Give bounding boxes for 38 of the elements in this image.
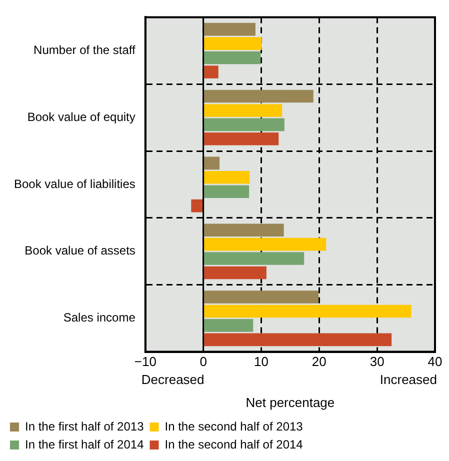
bar: [204, 118, 284, 132]
y-tick-label: Sales income: [63, 310, 136, 325]
legend-label: In the first half of 2013: [25, 419, 144, 434]
bar: [204, 22, 256, 36]
bar: [204, 266, 266, 280]
bar: [204, 104, 282, 117]
y-tick-label: Book value of equity: [27, 110, 136, 124]
text: Increased: [380, 372, 437, 387]
y-tick-label: Book value of liabilities: [14, 176, 136, 191]
bar: [204, 304, 412, 318]
x-tick-label: 0: [200, 354, 207, 370]
bar: [204, 224, 284, 236]
bar: [204, 290, 319, 304]
x-tick-label: 10: [254, 354, 268, 370]
bar: [204, 333, 392, 346]
bar: [204, 37, 262, 50]
bar: [204, 170, 250, 184]
bar: [204, 156, 220, 170]
bar: [204, 132, 279, 146]
x-axis-title: Net percentage: [246, 394, 335, 410]
legend-label: In the second half of 2014: [164, 437, 304, 452]
y-tick-label: Book value of assets: [24, 244, 136, 258]
x-tick-label: 40: [428, 354, 442, 370]
legend-label: In the first half of 2014: [25, 437, 144, 452]
x-tick-label: 20: [312, 354, 326, 370]
x-tick-label: −10: [134, 354, 156, 370]
text: Decreased: [141, 372, 204, 387]
bar: [204, 252, 304, 265]
bar: [204, 90, 314, 103]
legend-label: In the second half of 2013: [164, 419, 304, 434]
bar: [204, 238, 326, 251]
bar: [204, 51, 261, 64]
bar: [191, 199, 203, 212]
bar: [204, 319, 254, 332]
x-tick-label: 30: [370, 354, 384, 370]
y-tick-label: Number of the staff: [34, 42, 136, 57]
bar: [204, 66, 218, 78]
bar: [204, 185, 250, 198]
